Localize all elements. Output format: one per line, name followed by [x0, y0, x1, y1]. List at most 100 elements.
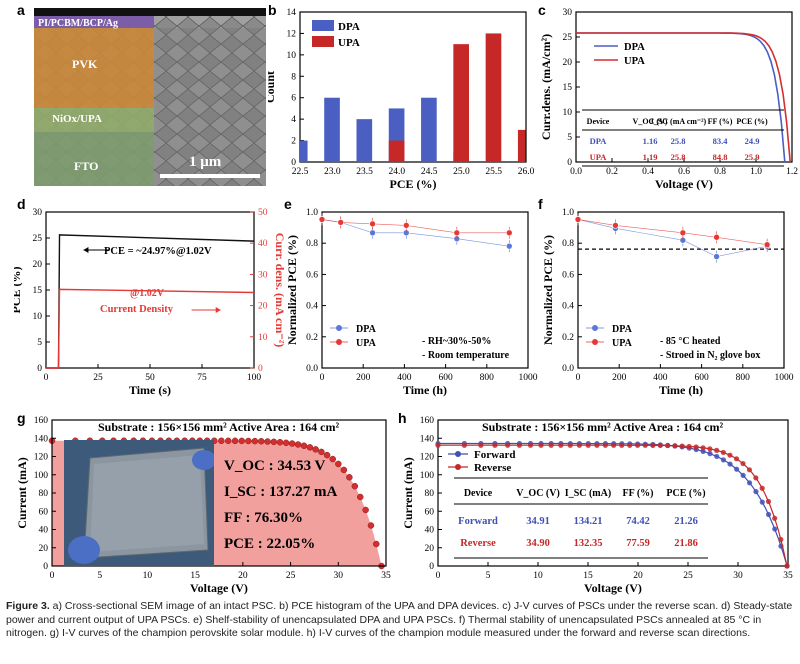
- iv-data-point: [351, 482, 359, 490]
- data-point-reverse: [576, 442, 582, 448]
- x-tick-label: 5: [97, 571, 102, 581]
- y-tick-label: 4: [291, 115, 296, 125]
- iv-data-point: [346, 474, 353, 481]
- data-point-upa: [318, 216, 326, 223]
- iv-data-point: [335, 460, 342, 468]
- voltage-annotation: @1.02V: [130, 288, 165, 299]
- data-point-upa: [369, 220, 376, 228]
- data-point-forward: [720, 457, 727, 463]
- legend-marker-upa: [336, 339, 342, 345]
- table-cell: 134.21: [574, 516, 603, 527]
- data-point-reverse: [516, 442, 523, 448]
- table-header: I_SC (mA): [565, 488, 611, 499]
- data-point-reverse: [492, 442, 498, 448]
- y-tick-label: 30: [33, 208, 43, 218]
- current-arrowhead: [215, 306, 221, 313]
- y-tick-label: 10: [33, 312, 43, 322]
- data-point-reverse: [548, 442, 554, 448]
- data-point-forward: [727, 461, 733, 467]
- y-tick-label: 100: [34, 471, 49, 481]
- x-tick-label: 24.0: [389, 167, 406, 177]
- thermal-note-2: - Stroed in N₂ glove box: [660, 350, 761, 361]
- x-tick-label: 0.4: [642, 167, 654, 177]
- y-tick-label: 6: [291, 94, 296, 104]
- x-tick-label: 0.2: [606, 167, 618, 177]
- data-point-reverse: [720, 449, 726, 456]
- iv-data-point: [288, 440, 296, 447]
- data-point-forward: [734, 466, 740, 472]
- module-isc: I_SC : 137.27 mA: [224, 484, 338, 500]
- x-tick-label: 30: [733, 571, 743, 581]
- layer-label-nio: NiOx/UPA: [52, 113, 102, 125]
- panel-label-d: d: [17, 196, 26, 212]
- iv-data-point: [318, 448, 325, 456]
- data-point-reverse: [686, 443, 692, 450]
- data-point-reverse: [527, 442, 534, 448]
- layer-label-electrode: PI/PCBM/BCP/Ag: [38, 18, 118, 29]
- data-point-reverse: [679, 443, 685, 449]
- data-point-reverse: [619, 442, 625, 448]
- shelf-stability-chart: 0 200 400 600 800 1000 0.0 0.2 0.4 0.6 0.8 1.0 Time …: [285, 208, 538, 397]
- y-tick-label: 1.0: [306, 208, 318, 218]
- x-tick-label: 0: [320, 373, 325, 383]
- panel-label-b: b: [268, 2, 277, 18]
- legend-marker-upa: [592, 339, 598, 345]
- table-header: PCE (%): [666, 488, 705, 499]
- histogram-bar-upa: [485, 33, 502, 162]
- x-axis-label: PCE (%): [390, 177, 437, 191]
- y-tick-label: 8: [291, 72, 296, 82]
- data-point-dpa: [713, 253, 720, 260]
- data-point-upa: [453, 229, 461, 237]
- y-axis-label: Current (mA): [15, 457, 29, 528]
- y-tick-label: 40: [39, 526, 49, 536]
- table-cell: 1.19: [643, 152, 658, 162]
- y-tick-label: 14: [287, 8, 297, 18]
- module-ff: FF : 76.30%: [224, 510, 304, 526]
- legend-label-upa: UPA: [612, 338, 633, 349]
- data-point-upa: [402, 222, 410, 229]
- y-tick-label: 40: [425, 526, 435, 536]
- iv-data-point: [225, 437, 232, 445]
- y-tick-label: 0.0: [562, 364, 574, 374]
- data-point-upa: [679, 229, 687, 237]
- y-tick-label: 60: [425, 507, 435, 517]
- data-point-reverse: [505, 442, 511, 448]
- iv-data-point: [231, 437, 239, 445]
- y2-tick-label: 30: [258, 270, 268, 280]
- table-header: PCE (%): [736, 117, 768, 126]
- y-tick-label: 12: [287, 29, 297, 39]
- x-tick-label: 50: [145, 373, 155, 383]
- plot-frame: [577, 211, 785, 369]
- data-point-reverse: [727, 452, 733, 458]
- data-point-forward: [772, 526, 778, 532]
- table-cell: 83.4: [713, 136, 729, 146]
- y-tick-label: 0.6: [306, 270, 318, 280]
- scale-bar-label: 1 μm: [189, 154, 222, 170]
- y2-tick-label: 50: [258, 208, 268, 218]
- x-tick-label: 20: [633, 571, 643, 581]
- iv-data-point: [245, 437, 252, 445]
- table-cell: Reverse: [460, 538, 496, 549]
- y-tick-label: 120: [420, 453, 435, 463]
- table-header: J_SC (mA cm⁻²): [650, 117, 707, 126]
- y-tick-label: 140: [420, 434, 435, 444]
- data-point-reverse: [657, 442, 663, 449]
- x-tick-label: 26.0: [518, 167, 534, 177]
- data-point-reverse: [627, 442, 633, 448]
- x-tick-label: 25: [93, 373, 103, 383]
- panel-label-f: f: [538, 196, 543, 212]
- data-point-upa: [713, 233, 720, 241]
- x-tick-label: 25.0: [453, 167, 470, 177]
- data-point-forward: [707, 451, 713, 457]
- y-tick-label: 20: [563, 58, 573, 68]
- condition-note-2: - Room temperature: [422, 350, 510, 361]
- data-point-reverse: [567, 442, 573, 448]
- table-cell: DPA: [590, 136, 608, 146]
- iv-data-point: [373, 540, 380, 548]
- y-axis-label: PCE (%): [14, 267, 23, 314]
- module-header-g: Substrate : 156×156 mm² Active Area : 16…: [98, 420, 340, 434]
- y2-axis-label: Curr. dens. (mA cm⁻²): [273, 233, 284, 347]
- x-tick-label: 15: [190, 571, 200, 581]
- data-point-reverse: [693, 444, 699, 450]
- y-tick-label: 0.8: [306, 239, 318, 249]
